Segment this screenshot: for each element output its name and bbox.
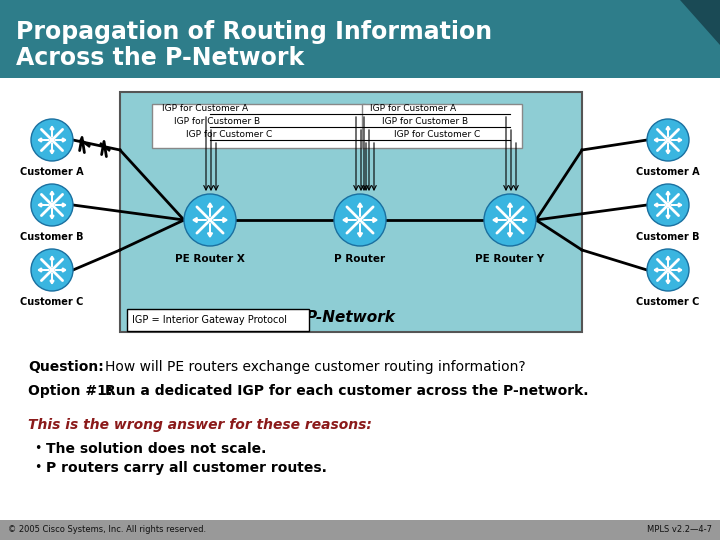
FancyArrow shape	[358, 203, 362, 216]
Bar	[0, 520, 720, 540]
Text: Customer C: Customer C	[636, 297, 700, 307]
FancyBboxPatch shape	[127, 309, 309, 331]
Circle shape	[647, 184, 689, 226]
Bar	[0, 0, 720, 78]
Text: IGP for Customer C: IGP for Customer C	[186, 130, 272, 139]
Circle shape	[334, 194, 386, 246]
Text: P routers carry all customer routes.: P routers carry all customer routes.	[46, 461, 327, 475]
FancyArrow shape	[358, 224, 362, 237]
Text: IGP for Customer B: IGP for Customer B	[174, 117, 260, 126]
Text: Customer A: Customer A	[20, 167, 84, 177]
FancyArrow shape	[207, 203, 212, 216]
FancyArrow shape	[666, 143, 670, 154]
FancyArrow shape	[671, 138, 682, 142]
FancyArrow shape	[508, 224, 513, 237]
Text: PE Router Y: PE Router Y	[475, 254, 544, 264]
Text: P Router: P Router	[334, 254, 386, 264]
Text: Run a dedicated IGP for each customer across the P-network.: Run a dedicated IGP for each customer ac…	[105, 384, 588, 398]
Text: PE Router X: PE Router X	[175, 254, 245, 264]
FancyArrow shape	[666, 273, 670, 284]
FancyArrow shape	[343, 218, 356, 222]
Text: IGP = Interior Gateway Protocol: IGP = Interior Gateway Protocol	[132, 315, 287, 325]
FancyArrow shape	[671, 268, 682, 272]
FancyArrow shape	[666, 208, 670, 219]
Text: Customer B: Customer B	[20, 232, 84, 242]
Text: Option #1:: Option #1:	[28, 384, 112, 398]
FancyArrow shape	[514, 218, 527, 222]
Circle shape	[647, 119, 689, 161]
Bar	[362, 104, 522, 148]
FancyArrow shape	[666, 126, 670, 137]
Circle shape	[484, 194, 536, 246]
FancyArrow shape	[50, 126, 54, 137]
FancyArrow shape	[38, 203, 49, 207]
FancyArrow shape	[55, 268, 66, 272]
Polygon shape	[680, 0, 720, 45]
Text: IGP for Customer A: IGP for Customer A	[162, 104, 248, 113]
Text: Question:: Question:	[28, 360, 104, 374]
FancyArrow shape	[50, 191, 54, 202]
FancyArrow shape	[214, 218, 227, 222]
FancyArrow shape	[55, 203, 66, 207]
FancyArrow shape	[654, 203, 665, 207]
FancyArrow shape	[38, 138, 49, 142]
FancyArrow shape	[38, 268, 49, 272]
FancyArrow shape	[50, 256, 54, 267]
FancyArrow shape	[207, 224, 212, 237]
Text: Customer B: Customer B	[636, 232, 700, 242]
Circle shape	[31, 119, 73, 161]
Text: Customer A: Customer A	[636, 167, 700, 177]
Text: IGP for Customer A: IGP for Customer A	[370, 104, 456, 113]
Text: Customer C: Customer C	[20, 297, 84, 307]
Text: © 2005 Cisco Systems, Inc. All rights reserved.: © 2005 Cisco Systems, Inc. All rights re…	[8, 524, 206, 534]
Text: This is the wrong answer for these reasons:: This is the wrong answer for these reaso…	[28, 418, 372, 432]
FancyArrow shape	[50, 273, 54, 284]
Circle shape	[31, 184, 73, 226]
Text: How will PE routers exchange customer routing information?: How will PE routers exchange customer ro…	[105, 360, 526, 374]
FancyArrow shape	[666, 256, 670, 267]
Text: IGP for Customer C: IGP for Customer C	[394, 130, 480, 139]
Text: P-Network: P-Network	[306, 309, 396, 325]
Circle shape	[184, 194, 236, 246]
Text: Propagation of Routing Information: Propagation of Routing Information	[16, 20, 492, 44]
Text: The solution does not scale.: The solution does not scale.	[46, 442, 266, 456]
FancyArrow shape	[654, 268, 665, 272]
Text: MPLS v2.2—4-7: MPLS v2.2—4-7	[647, 524, 712, 534]
Text: •: •	[34, 442, 41, 455]
FancyArrow shape	[493, 218, 506, 222]
FancyArrow shape	[50, 143, 54, 154]
Bar	[120, 92, 582, 332]
FancyArrow shape	[508, 203, 513, 216]
FancyArrow shape	[671, 203, 682, 207]
Text: Across the P-Network: Across the P-Network	[16, 46, 305, 70]
FancyArrow shape	[55, 138, 66, 142]
FancyArrow shape	[666, 191, 670, 202]
FancyArrow shape	[193, 218, 206, 222]
Circle shape	[647, 249, 689, 291]
FancyArrow shape	[50, 208, 54, 219]
FancyArrow shape	[654, 138, 665, 142]
Circle shape	[31, 249, 73, 291]
Bar	[152, 104, 365, 148]
Text: IGP for Customer B: IGP for Customer B	[382, 117, 468, 126]
FancyArrow shape	[364, 218, 377, 222]
Text: •: •	[34, 461, 41, 474]
